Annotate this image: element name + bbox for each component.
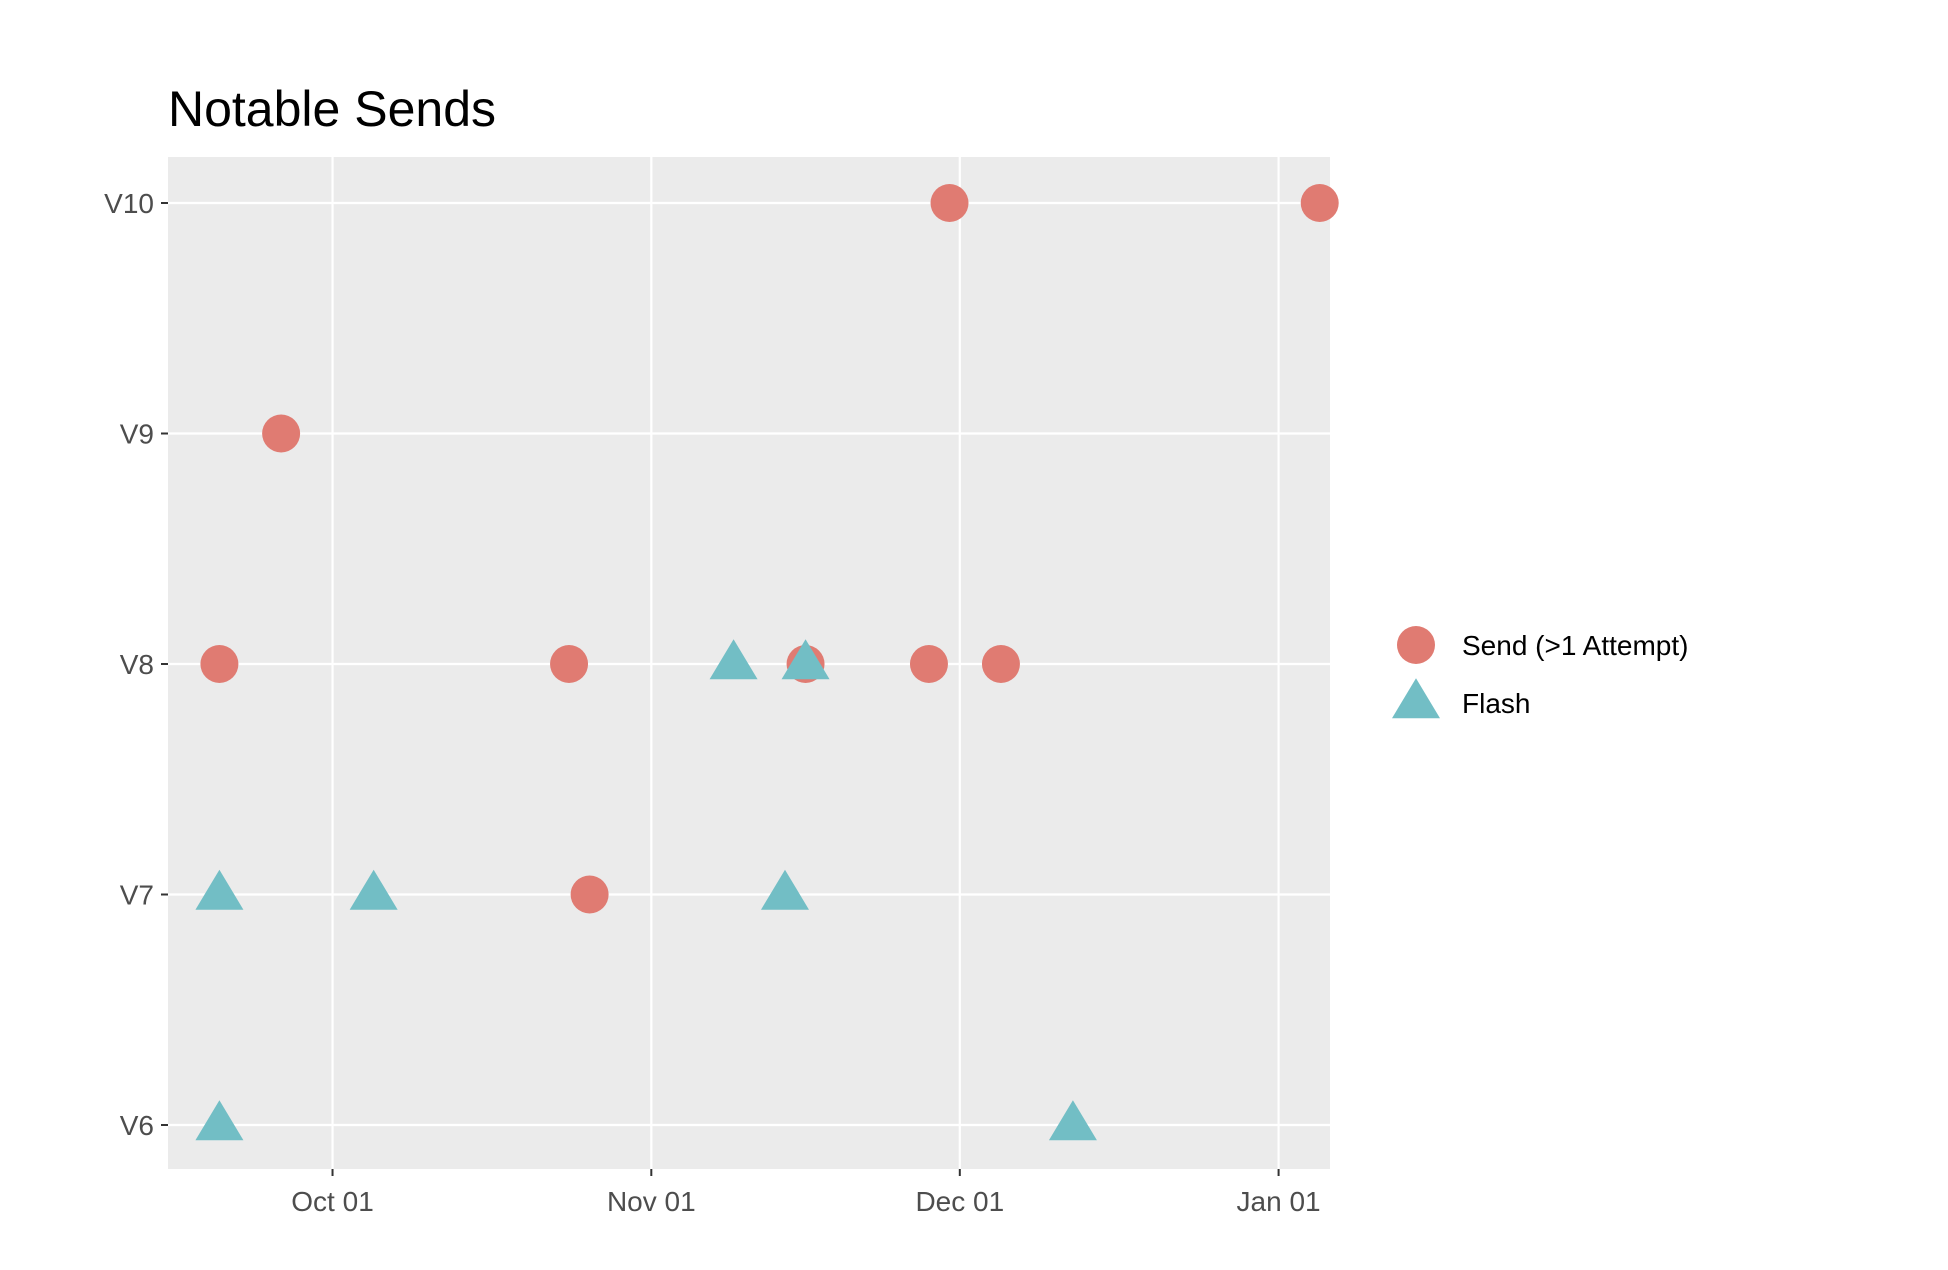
send-point-8 [981,645,1020,683]
send-point-6 [909,645,948,683]
flash-point-2 [195,1100,244,1141]
legend-key-circle [1397,626,1435,664]
data-points [195,184,1339,1141]
y-tick-label-v7: V7 [120,880,154,911]
flash-point-3 [349,869,398,910]
send-point-7 [930,184,969,222]
flash-point-5 [760,869,809,910]
send-point-3 [550,645,589,683]
x-tick-label-dec-01: Dec 01 [915,1186,1004,1217]
send-point-1 [200,645,239,683]
y-tick-label-v10: V10 [104,188,154,219]
y-axis-ticks: V6 V7 V8 V9 V10 [104,188,168,1141]
x-tick-label-jan-01: Jan 01 [1237,1186,1321,1217]
flash-point-6 [781,639,830,680]
y-tick-label-v9: V9 [120,419,154,450]
series-flash [195,639,1097,1141]
legend-label-flash: Flash [1462,688,1530,719]
legend-item-flash: Flash [1392,678,1530,719]
legend-item-send-1-attempt: Send (>1 Attempt) [1397,626,1688,664]
chart-title: Notable Sends [168,81,496,137]
flash-point-4 [709,639,758,680]
flash-point-7 [1048,1100,1097,1141]
gridlines [168,157,1330,1169]
legend-key-triangle [1392,678,1440,719]
y-tick-label-v8: V8 [120,649,154,680]
y-tick-label-v6: V6 [120,1110,154,1141]
send-point-2 [262,414,301,453]
legend-label-send-1-attempt: Send (>1 Attempt) [1462,630,1688,661]
send-point-9 [1300,184,1339,222]
x-tick-label-nov-01: Nov 01 [607,1186,696,1217]
flash-point-1 [195,869,244,910]
legend: Send (>1 Attempt) Flash [1392,626,1688,719]
x-axis-ticks: Oct 01 Nov 01 Dec 01 Jan 01 [291,1169,1321,1217]
send-point-4 [570,875,609,914]
x-tick-label-oct-01: Oct 01 [291,1186,373,1217]
